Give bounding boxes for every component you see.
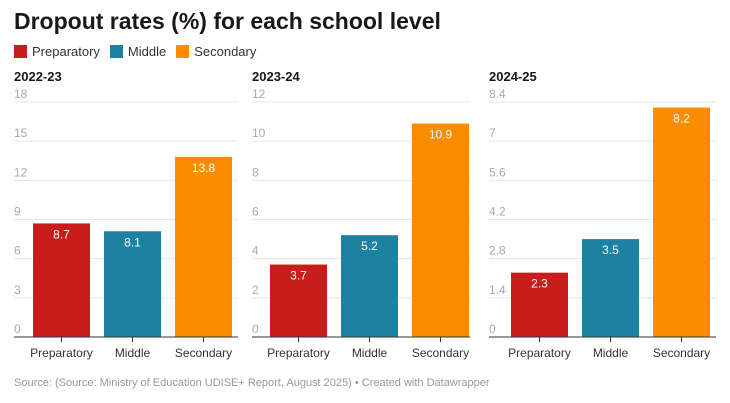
y-tick-label: 7	[489, 126, 496, 140]
x-tick-label: Middle	[352, 346, 388, 360]
y-tick-label: 12	[252, 87, 266, 101]
legend-label: Secondary	[194, 44, 257, 59]
bar-secondary	[653, 107, 710, 337]
y-tick-label: 0	[14, 322, 21, 336]
legend-swatch	[109, 45, 123, 58]
y-tick-label: 0	[489, 322, 496, 336]
x-tick-label: Secondary	[653, 346, 710, 360]
bar-secondary	[175, 156, 232, 337]
y-tick-label: 5.6	[489, 165, 506, 179]
legend-label: Middle	[127, 44, 167, 59]
data-label: 8.7	[53, 227, 70, 241]
y-tick-label: 10	[252, 126, 266, 140]
panel-title: 2022-23	[14, 69, 62, 84]
legend: Preparatory Middle Secondary	[14, 44, 256, 59]
data-label: 13.8	[192, 161, 216, 175]
y-tick-label: 3	[14, 283, 21, 297]
x-tick-label: Secondary	[412, 346, 469, 360]
bar-middle	[582, 239, 639, 337]
legend-item-secondary: Secondary	[176, 44, 256, 59]
legend-item-preparatory: Preparatory	[14, 44, 100, 59]
y-tick-label: 18	[14, 87, 28, 101]
data-label: 3.7	[290, 269, 307, 283]
bar-preparatory	[511, 272, 568, 337]
bar-middle	[104, 231, 161, 337]
y-tick-label: 6	[252, 205, 259, 219]
bar-preparatory	[270, 264, 327, 337]
bar-preparatory	[33, 223, 90, 337]
legend-swatch	[176, 45, 190, 58]
x-tick-label: Secondary	[175, 346, 232, 360]
legend-swatch	[14, 45, 27, 58]
y-tick-label: 12	[14, 165, 28, 179]
chart-title: Dropout rates (%) for each school level	[14, 8, 441, 34]
source-note: Source: (Source: Ministry of Education U…	[14, 377, 490, 389]
panel-title: 2023-24	[252, 69, 300, 84]
y-tick-label: 2.8	[489, 244, 506, 258]
x-tick-label: Middle	[115, 346, 151, 360]
x-tick-label: Middle	[593, 346, 629, 360]
x-tick-label: Preparatory	[30, 346, 93, 360]
data-label: 8.1	[124, 235, 141, 249]
y-tick-label: 8	[252, 165, 259, 179]
y-tick-label: 15	[14, 126, 28, 140]
y-tick-label: 2	[252, 283, 259, 297]
y-tick-label: 9	[14, 205, 21, 219]
data-label: 8.2	[673, 112, 690, 126]
legend-label: Preparatory	[32, 44, 100, 59]
x-tick-label: Preparatory	[508, 346, 571, 360]
x-tick-label: Preparatory	[267, 346, 330, 360]
data-label: 10.9	[429, 128, 453, 142]
bar-middle	[341, 235, 398, 337]
legend-item-middle: Middle	[109, 44, 167, 59]
y-tick-label: 4	[252, 244, 259, 258]
data-label: 2.3	[531, 277, 548, 291]
y-tick-label: 6	[14, 244, 21, 258]
y-tick-label: 4.2	[489, 205, 506, 219]
y-tick-label: 0	[252, 322, 259, 336]
data-label: 3.5	[602, 243, 619, 257]
y-tick-label: 8.4	[489, 87, 506, 101]
data-label: 5.2	[361, 239, 378, 253]
y-tick-label: 1.4	[489, 283, 506, 297]
bar-secondary	[412, 123, 469, 338]
panel-title: 2024-25	[489, 69, 537, 84]
